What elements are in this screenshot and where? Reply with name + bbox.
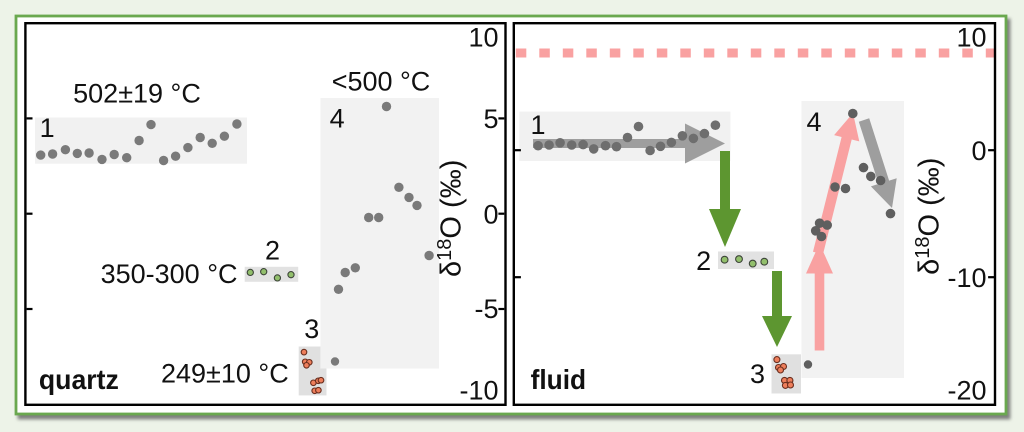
svg-text:4: 4: [330, 104, 345, 134]
svg-text:δ18O (‰): δ18O (‰): [912, 158, 946, 275]
svg-text:0: 0: [483, 199, 498, 229]
svg-text:1: 1: [530, 110, 545, 140]
svg-text:3: 3: [304, 314, 319, 344]
svg-text:10: 10: [468, 23, 498, 53]
svg-text:2: 2: [696, 246, 711, 276]
svg-text:1: 1: [40, 113, 55, 143]
svg-text:-10: -10: [947, 263, 986, 293]
svg-text:-20: -20: [947, 376, 986, 406]
svg-text:249±10 °C: 249±10 °C: [161, 359, 289, 389]
svg-text:0: 0: [971, 136, 986, 166]
svg-text:3: 3: [750, 359, 765, 389]
svg-text:4: 4: [806, 107, 821, 137]
svg-text:10: 10: [956, 23, 986, 53]
svg-text:5: 5: [483, 104, 498, 134]
svg-text:-5: -5: [474, 294, 498, 324]
svg-text:350-300 °C: 350-300 °C: [101, 259, 238, 289]
svg-text:<500 °C: <500 °C: [332, 67, 431, 97]
svg-text:2: 2: [265, 236, 280, 266]
svg-text:quartz: quartz: [39, 364, 119, 395]
svg-text:fluid: fluid: [531, 364, 587, 395]
svg-text:-10: -10: [459, 376, 498, 406]
svg-text:502±19 °C: 502±19 °C: [73, 79, 201, 109]
